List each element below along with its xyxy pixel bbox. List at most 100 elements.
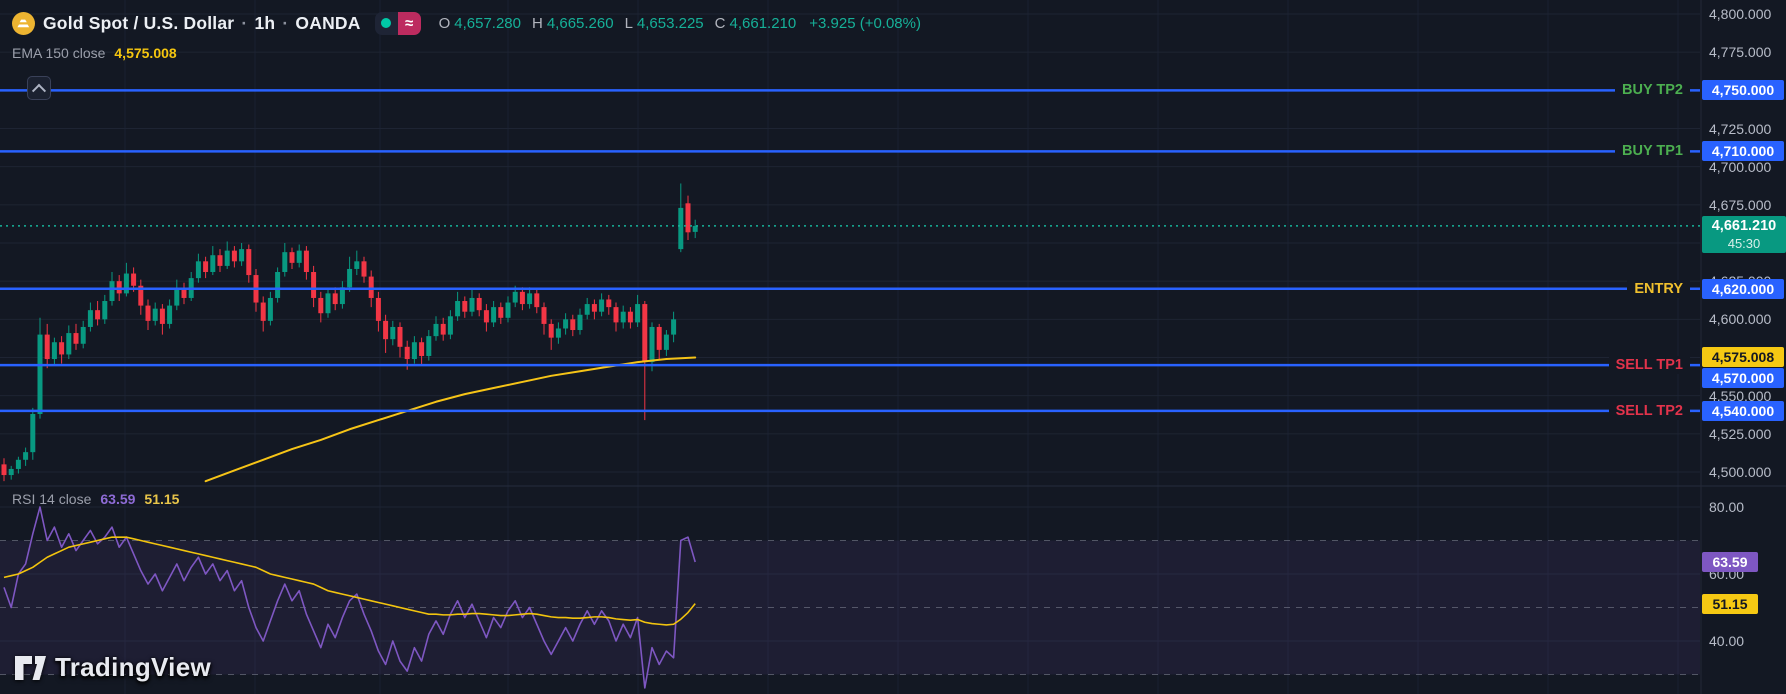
tradingview-logo-text: TradingView [55,652,211,682]
candle-body [66,333,72,355]
market-status-pill[interactable]: ≈ [374,11,421,35]
candle-body [570,319,576,331]
price-axis-label: 4,675.000 [1709,196,1772,213]
close-value: 4,661.210 [729,14,797,32]
current-price-value: 4,661.210 [1711,217,1777,234]
candle-body [311,272,317,298]
candle-body [116,281,122,294]
level-price-badge: 4,540.000 [1702,400,1784,421]
rsi-axis-label: 40.00 [1709,633,1745,649]
level-label-buy-tp2[interactable]: BUY TP2 [1615,81,1690,100]
high-value: 4,665.260 [546,14,614,32]
candle-body [419,342,425,356]
separator-dot: · [282,12,289,33]
price-axis-label: 4,500.000 [1709,464,1772,480]
chevron-up-icon [31,83,47,98]
price-axis-label: 4,725.000 [1709,120,1772,137]
ema-indicator-row[interactable]: EMA 150 close 4,575.008 [12,45,928,61]
current-price-badge: 4,661.210 45:30 [1702,215,1786,253]
level-price-badge: 4,710.000 [1702,141,1784,162]
change-value: +3.925 (+0.08%) [809,14,921,32]
timeframe[interactable]: 1h [254,12,276,33]
rsi-axis-label: 80.00 [1709,499,1745,515]
candle-body [671,319,677,335]
symbol-row: Gold Spot / U.S. Dollar · 1h · OANDA ≈ O… [12,10,928,36]
candle-body [159,308,165,324]
candle-body [231,250,237,262]
candle-body [260,302,266,321]
price-axis-label: 4,525.000 [1709,425,1772,442]
candle-body [246,249,252,276]
candle-body [656,326,662,350]
candle-body [635,304,641,323]
symbol-title[interactable]: Gold Spot / U.S. Dollar · 1h · OANDA [43,13,361,34]
candle-body [599,299,605,312]
ema-label[interactable]: EMA 150 close [12,45,106,61]
candle-body [95,310,101,320]
candle-body [649,326,655,363]
level-label-buy-tp1[interactable]: BUY TP1 [1615,142,1690,161]
candle-body [347,268,353,288]
broker-wave-icon: ≈ [397,11,421,35]
rsi-ma-value: 51.15 [144,491,180,507]
candle-body [685,203,691,233]
candle-body [404,346,410,360]
tradingview-logo[interactable]: TradingView [14,652,211,683]
separator-dot: · [241,12,248,33]
rsi-indicator-row[interactable]: RSI 14 close 63.59 51.15 [12,491,179,507]
candle-body [181,288,187,298]
bar-countdown: 45:30 [1727,235,1761,251]
candle-body [519,291,525,305]
candle-body [195,261,201,279]
high-label: H [532,14,543,32]
candle-body [361,261,367,277]
candle-body [642,304,648,363]
candle-body [447,316,453,335]
candle-body [390,326,396,340]
candle-body [59,342,65,355]
candle-body [318,297,324,314]
candle-body [505,302,511,318]
level-label-sell-tp1[interactable]: SELL TP1 [1608,356,1690,375]
candle-body [152,308,158,321]
candle-body [332,293,338,305]
level-label-entry[interactable]: ENTRY [1627,279,1690,298]
rsi-label[interactable]: RSI 14 close [12,491,92,507]
rsi-ma-value-badge: 51.15 [1702,593,1758,614]
candle-body [462,301,468,312]
candle-body [433,323,439,337]
candle-body [131,273,137,286]
candle-body [491,307,497,323]
candle-body [563,319,569,329]
level-label-sell-tp2[interactable]: SELL TP2 [1608,401,1690,420]
candle-body [23,452,29,460]
candle-body [44,334,50,360]
low-value: 4,653.225 [636,14,704,32]
tradingview-logo-icon [15,655,46,680]
open-value: 4,657.280 [454,14,521,32]
candle-body [534,293,540,308]
candle-body [80,326,86,344]
candle-body [51,342,57,360]
candle-body [30,413,36,453]
candle-body [584,304,590,315]
exchange-name: OANDA [295,12,361,33]
collapse-pane-button[interactable] [27,76,51,100]
candle-body [267,297,273,321]
level-price-badge: 4,620.000 [1702,278,1784,299]
candle-body [692,225,698,232]
candle-body [8,468,14,476]
candle-body [440,323,446,335]
candle-body [383,320,389,340]
candle-body [483,310,489,323]
candle-body [613,307,619,323]
candle-body [577,314,583,331]
candle-body [217,255,223,266]
candle-body [239,249,245,262]
candle-body [325,293,331,314]
candle-body [210,255,216,273]
candle-body [15,459,21,469]
candle-body [289,252,295,263]
